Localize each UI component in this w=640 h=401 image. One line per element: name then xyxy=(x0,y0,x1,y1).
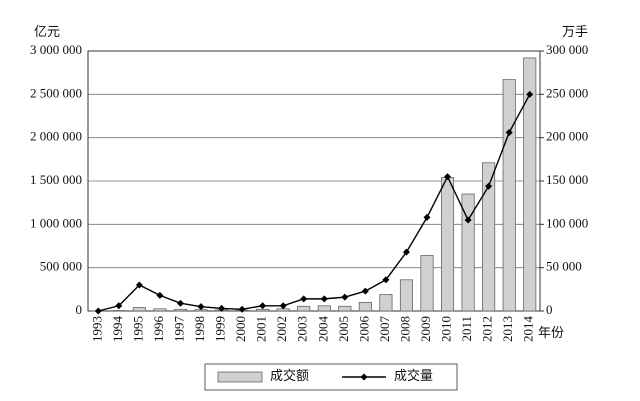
marker xyxy=(197,303,205,311)
y2-tick-label: 250 000 xyxy=(546,85,588,100)
bar xyxy=(441,177,455,312)
bar xyxy=(358,301,372,312)
marker xyxy=(156,291,164,299)
marker xyxy=(176,299,184,307)
marker xyxy=(341,293,349,301)
marker xyxy=(361,287,369,295)
bar xyxy=(256,308,270,312)
bar xyxy=(153,308,167,312)
bar xyxy=(173,308,187,312)
x-tick-label: 1996 xyxy=(151,316,166,343)
marker xyxy=(423,213,431,221)
bar xyxy=(338,305,352,312)
bar xyxy=(317,305,331,312)
x-tick-label: 2011 xyxy=(459,316,474,342)
legend-label: 成交量 xyxy=(394,368,433,383)
bar xyxy=(482,162,496,312)
y-tick-label: 1 500 000 xyxy=(30,172,82,187)
y-tick-label: 2 500 000 xyxy=(30,85,82,100)
y2-tick-label: 150 000 xyxy=(546,172,588,187)
marker xyxy=(505,128,513,136)
y-tick-label: 1 000 000 xyxy=(30,215,82,230)
marker xyxy=(526,90,534,98)
x-tick-label: 1999 xyxy=(213,316,228,342)
marker xyxy=(320,295,328,303)
bar xyxy=(399,279,413,312)
x-tick-label: 2004 xyxy=(315,316,330,343)
x-axis-label: 年份 xyxy=(538,325,564,340)
y-tick-label: 2 000 000 xyxy=(30,129,82,144)
y2-tick-label: 100 000 xyxy=(546,215,588,230)
y-tick-label: 3 000 000 xyxy=(30,42,82,57)
plot-frame xyxy=(87,50,541,312)
x-tick-label: 2009 xyxy=(418,316,433,342)
x-tick-label: 2005 xyxy=(336,316,351,342)
y2-tick-label: 0 xyxy=(546,302,553,317)
marker xyxy=(464,216,472,224)
x-tick-label: 2002 xyxy=(274,316,289,342)
bar xyxy=(502,79,516,312)
bar xyxy=(132,307,146,312)
x-tick-label: 2014 xyxy=(521,316,536,343)
legend-marker xyxy=(360,373,368,381)
bar xyxy=(297,305,311,312)
x-tick-label: 1993 xyxy=(89,316,104,342)
marker xyxy=(382,276,390,284)
legend-label: 成交额 xyxy=(270,368,309,383)
x-tick-label: 2007 xyxy=(377,316,392,343)
x-tick-label: 1997 xyxy=(171,316,186,343)
y-tick-label: 0 xyxy=(76,302,83,317)
bar xyxy=(523,57,537,312)
marker xyxy=(444,173,452,181)
x-tick-label: 2008 xyxy=(397,316,412,342)
y2-tick-label: 50 000 xyxy=(546,259,582,274)
marker xyxy=(259,302,267,310)
marker xyxy=(238,305,246,313)
x-tick-label: 2013 xyxy=(500,316,515,342)
marker xyxy=(402,248,410,256)
y2-tick-label: 200 000 xyxy=(546,129,588,144)
bar xyxy=(379,294,393,312)
x-tick-label: 2012 xyxy=(480,316,495,342)
bar xyxy=(461,193,475,312)
x-tick-label: 2000 xyxy=(233,316,248,342)
marker xyxy=(485,182,493,190)
x-tick-label: 1995 xyxy=(130,316,145,342)
x-tick-label: 1998 xyxy=(192,316,207,342)
marker xyxy=(135,281,143,289)
x-tick-label: 2003 xyxy=(295,316,310,342)
bar xyxy=(420,255,434,312)
y2-tick-label: 300 000 xyxy=(546,42,588,57)
marker xyxy=(279,302,287,310)
x-tick-label: 1994 xyxy=(110,316,125,343)
line xyxy=(98,94,531,312)
x-tick-label: 2006 xyxy=(356,316,371,343)
y-tick-label: 500 000 xyxy=(40,259,82,274)
legend-box xyxy=(204,363,458,391)
marker xyxy=(115,302,123,310)
legend-swatch xyxy=(217,371,263,383)
x-tick-label: 2001 xyxy=(254,316,269,342)
y-axis-label: 亿元 xyxy=(34,24,60,39)
marker xyxy=(94,307,102,315)
marker xyxy=(300,295,308,303)
x-tick-label: 2010 xyxy=(439,316,454,342)
y2-axis-label: 万手 xyxy=(562,24,588,39)
marker xyxy=(218,304,226,312)
